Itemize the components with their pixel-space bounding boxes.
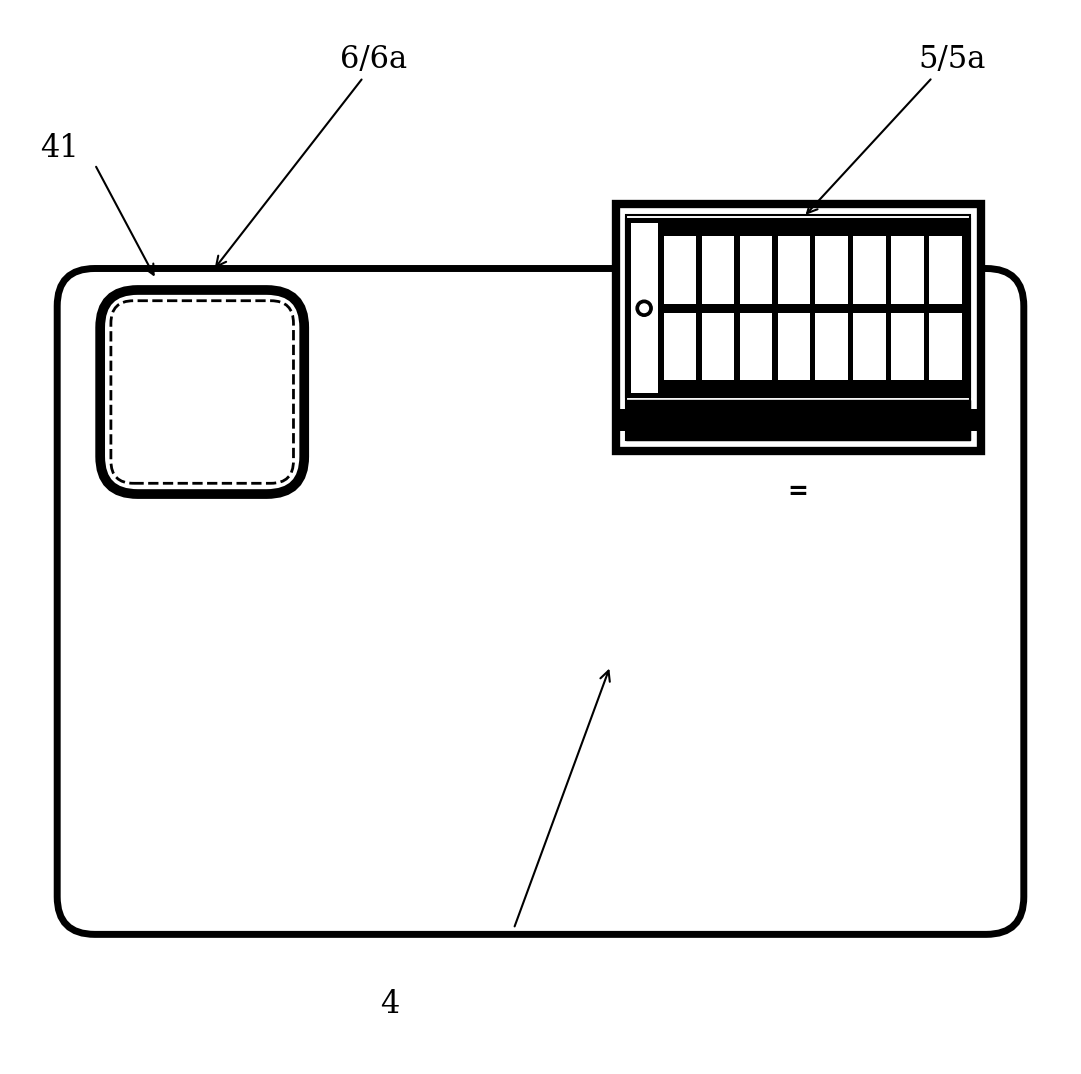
Bar (853, 236, 885, 304)
Text: 4: 4 (381, 989, 400, 1019)
Bar (626, 400, 970, 440)
Bar (777, 313, 810, 380)
Text: 5/5a: 5/5a (918, 44, 986, 74)
Bar (664, 236, 696, 304)
Circle shape (640, 304, 649, 313)
Bar (616, 409, 628, 432)
Text: 41: 41 (40, 133, 79, 163)
Bar (739, 313, 772, 380)
Bar (891, 236, 923, 304)
Bar (702, 313, 734, 380)
FancyBboxPatch shape (57, 268, 1024, 934)
Bar (853, 313, 885, 380)
Bar (929, 236, 961, 304)
Bar (777, 236, 810, 304)
Text: =: = (788, 480, 809, 504)
Bar (739, 236, 772, 304)
Bar (616, 204, 980, 451)
Bar (626, 215, 970, 440)
Bar (891, 313, 923, 380)
Bar (702, 236, 734, 304)
Bar (967, 409, 980, 432)
Bar (815, 313, 848, 380)
FancyBboxPatch shape (101, 290, 304, 494)
Bar (626, 219, 970, 397)
Bar (630, 223, 657, 393)
Circle shape (636, 300, 652, 316)
Bar (664, 313, 696, 380)
Text: 6/6a: 6/6a (341, 44, 408, 74)
Bar (815, 236, 848, 304)
Bar (929, 313, 961, 380)
